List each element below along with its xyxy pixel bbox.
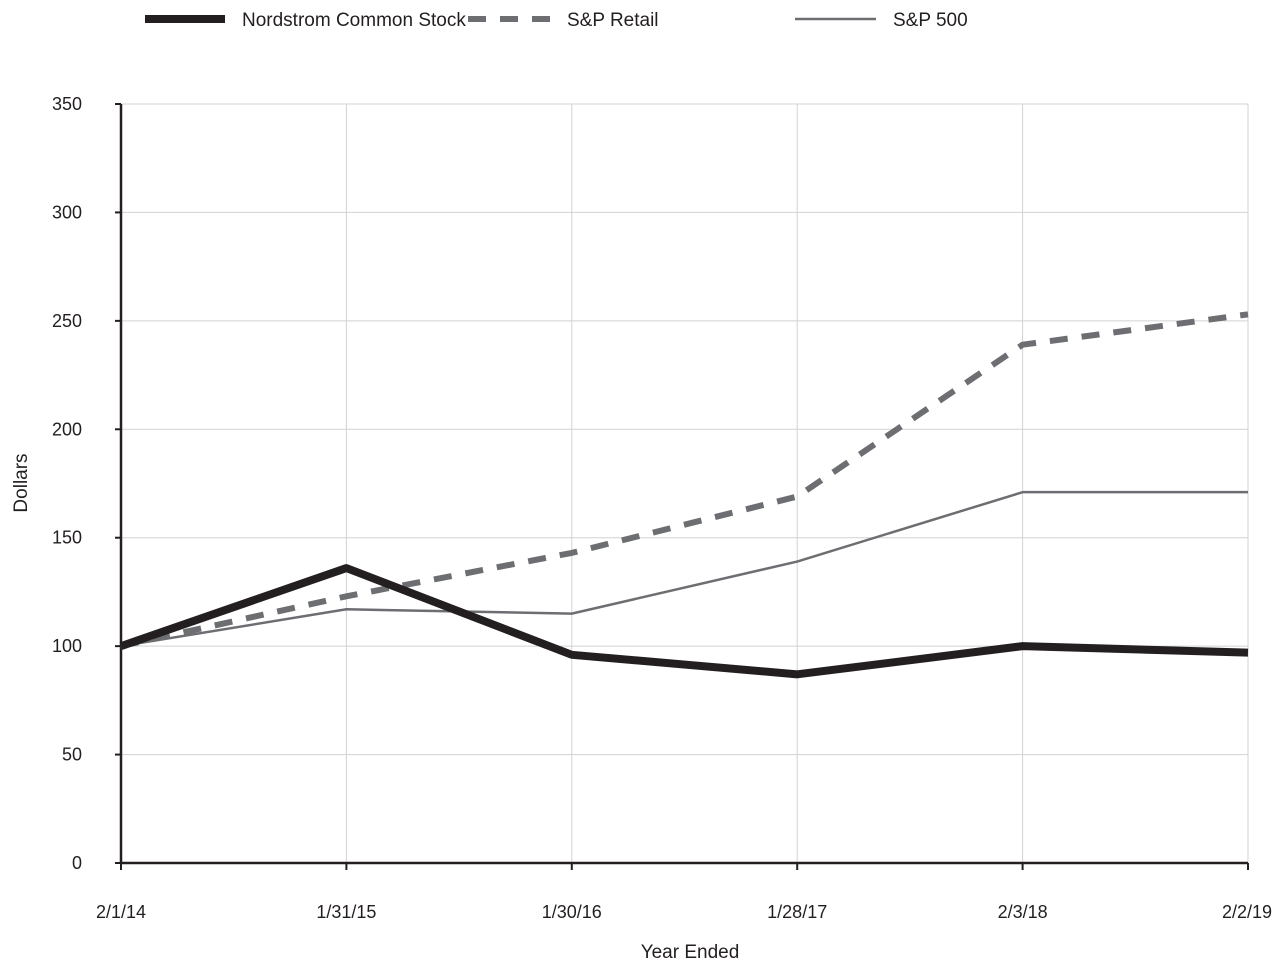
x-axis-title: Year Ended bbox=[641, 942, 740, 961]
series-line-2 bbox=[120, 490, 1248, 648]
chart-tick-labels: 0 50 100 150 200 250 300 350 2/1/14 1/31/15 1/30/1… bbox=[52, 94, 1272, 922]
y-tick-label: 350 bbox=[52, 94, 82, 114]
y-tick-label: 300 bbox=[52, 202, 82, 222]
y-tick-label: 0 bbox=[72, 853, 82, 873]
legend-label: Nordstrom Common Stock bbox=[242, 10, 466, 31]
y-tick-label: 200 bbox=[52, 419, 82, 439]
chart-axes bbox=[115, 103, 1249, 870]
x-tick-label: 2/1/14 bbox=[96, 902, 146, 922]
y-tick-label: 150 bbox=[52, 528, 82, 548]
series-line-1 bbox=[120, 311, 1249, 650]
legend-label: S&P 500 bbox=[893, 10, 968, 31]
x-tick-label: 1/30/16 bbox=[542, 902, 602, 922]
x-tick-label: 2/2/19 bbox=[1222, 902, 1272, 922]
y-tick-label: 100 bbox=[52, 636, 82, 656]
y-tick-label: 250 bbox=[52, 311, 82, 331]
x-tick-label: 2/3/18 bbox=[998, 902, 1048, 922]
x-tick-label: 1/28/17 bbox=[767, 902, 827, 922]
chart-series bbox=[119, 311, 1249, 679]
chart-legend: Nordstrom Common Stock S&P Retail S&P 500 bbox=[145, 10, 968, 31]
x-tick-label: 1/31/15 bbox=[316, 902, 376, 922]
chart-grid bbox=[121, 103, 1249, 863]
series-line-0 bbox=[119, 564, 1249, 679]
y-axis-title: Dollars bbox=[11, 453, 32, 512]
y-tick-label: 50 bbox=[62, 745, 82, 765]
legend-label: S&P Retail bbox=[567, 10, 659, 31]
